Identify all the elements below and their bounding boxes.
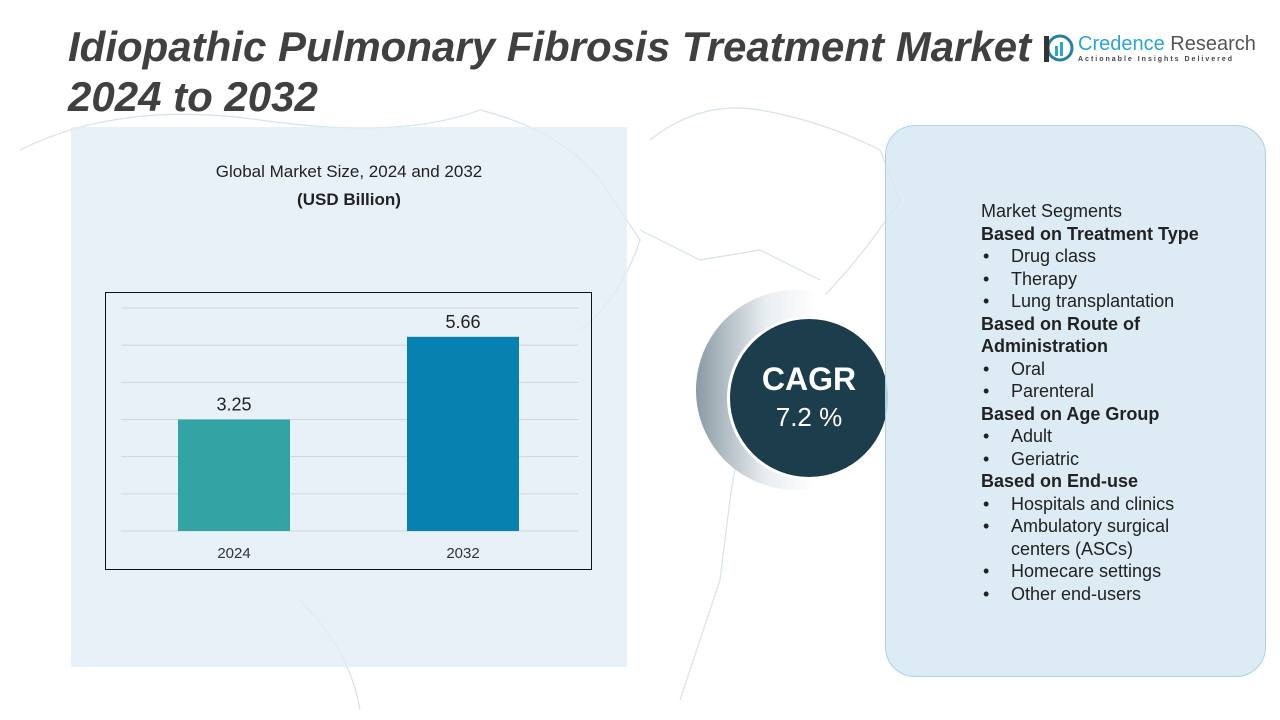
- segment-item: Parenteral: [981, 380, 1201, 403]
- data-label: 3.25: [216, 395, 251, 415]
- cagr-label: CAGR: [761, 361, 857, 397]
- chart-panel: [71, 127, 627, 667]
- x-tick-label: 2032: [446, 545, 479, 562]
- logo-tagline: Actionable Insights Delivered: [1078, 56, 1235, 63]
- logo-name-2: Research: [1164, 33, 1256, 55]
- segment-item: Other end-users: [981, 583, 1201, 606]
- credence-research-logo: Credence Research Actionable Insights De…: [1042, 32, 1256, 64]
- segment-group-title: Based on Treatment Type: [981, 223, 1199, 244]
- chart-frame: 3.25 2024 5.66 2032: [105, 292, 592, 570]
- data-label: 5.66: [445, 312, 480, 332]
- x-tick-label: 2024: [217, 545, 250, 562]
- segment-group-title: Based on End-use: [981, 471, 1139, 491]
- bar-chart: 3.25 2024 5.66 2032: [121, 307, 578, 562]
- segment-item: Hospitals and clinics: [981, 493, 1201, 516]
- segment-item: Geriatric: [981, 448, 1201, 471]
- segments-heading: Market Segments: [981, 201, 1123, 221]
- segment-item: Drug class: [981, 245, 1201, 268]
- segment-item: Therapy: [981, 268, 1201, 291]
- chart-subtitle: (USD Billion): [297, 190, 401, 209]
- title-line-2: 2024 to 2032: [68, 73, 318, 120]
- logo-name: Credence: [1078, 33, 1165, 55]
- cagr-value: 7.2 %: [775, 402, 843, 432]
- segment-group-title: Based on Route of Administration: [981, 313, 1141, 357]
- segment-item: Oral: [981, 358, 1201, 381]
- segment-item: Lung transplantation: [981, 290, 1201, 313]
- logo-icon: [1044, 34, 1074, 62]
- segment-item: Homecare settings: [981, 560, 1201, 583]
- chart-title: Global Market Size, 2024 and 2032: [215, 162, 483, 181]
- segment-item: Ambulatory surgical centers (ASCs): [981, 515, 1201, 560]
- title-line-1: Idiopathic Pulmonary Fibrosis Treatment …: [68, 23, 1032, 70]
- segment-group-title: Based on Age Group: [981, 403, 1160, 424]
- bar-2024: [178, 419, 290, 531]
- market-segments: Market Segments Based on Treatment TypeD…: [981, 200, 1201, 605]
- segment-item: Adult: [981, 425, 1201, 448]
- bar-2032: [407, 336, 519, 531]
- page-title: Idiopathic Pulmonary Fibrosis Treatment …: [68, 22, 1031, 122]
- cagr-badge: CAGR 7.2 %: [727, 316, 891, 480]
